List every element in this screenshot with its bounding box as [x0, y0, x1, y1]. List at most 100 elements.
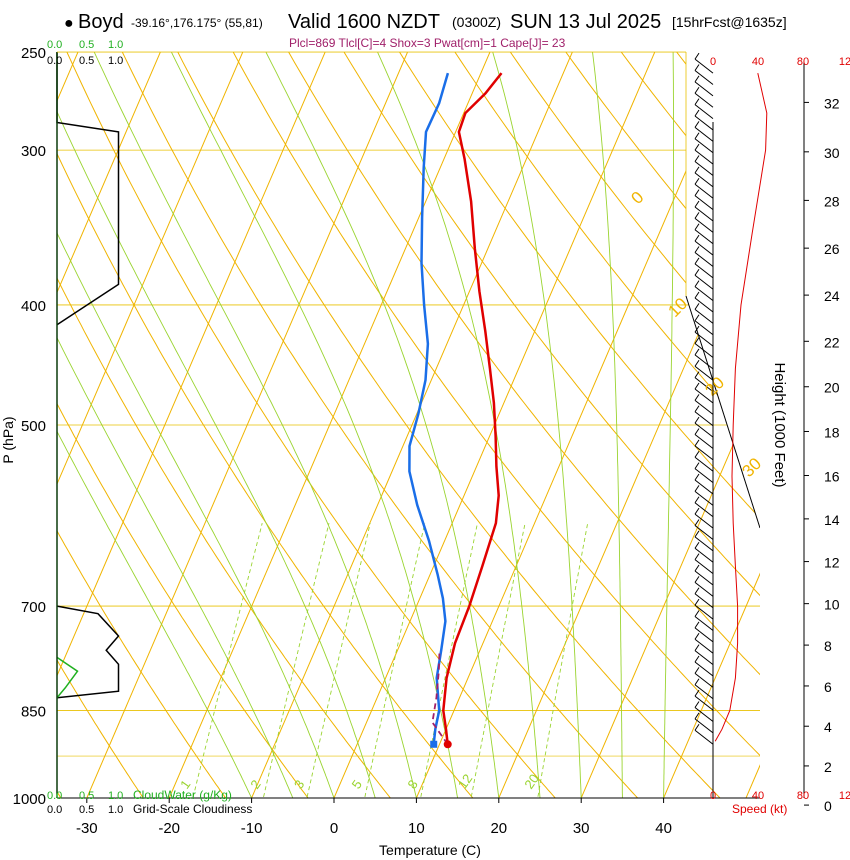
wind-barb-37 — [694, 303, 714, 324]
speed-tick-120-top: 12 — [839, 56, 850, 68]
wind-barb-16 — [694, 541, 714, 563]
surface-dewpoint-marker — [430, 740, 438, 748]
cloud-water-profile — [56, 656, 79, 699]
isotherm--50 — [57, 52, 244, 486]
height-tick-label-4: 4 — [824, 719, 832, 735]
dry-adiabat-340 — [288, 52, 760, 676]
wind-barb-43 — [694, 234, 714, 256]
moist-adiabat-10 — [93, 52, 417, 798]
pressure-label-300: 300 — [21, 143, 46, 160]
wind-barb-1 — [694, 712, 714, 734]
wind-barb-9 — [694, 621, 714, 643]
wind-barb-0 — [694, 724, 714, 745]
wind-barb-6 — [694, 655, 714, 677]
moist-adiabat-35 — [592, 52, 623, 798]
wind-barb-44 — [694, 223, 714, 245]
wind-barb-21 — [694, 485, 714, 506]
plot-mask — [685, 52, 850, 798]
wind-barb-33 — [694, 348, 714, 370]
mask-right — [760, 52, 850, 798]
speed-axis-title: Speed (kt) — [732, 802, 787, 816]
wind-barb-25 — [694, 439, 714, 461]
height-tick-label-2: 2 — [824, 759, 832, 775]
wind-barb-31 — [694, 371, 714, 393]
dry-adiabat-370 — [454, 52, 760, 444]
height-tick-label-26: 26 — [824, 241, 840, 257]
valid-time: Valid 1600 NZDT — [288, 11, 440, 33]
parcel-parameters: Plcl=869 Tlcl[C]=4 Shox=3 Pwat[cm]=1 Cap… — [289, 36, 566, 50]
height-tick-label-32: 32 — [824, 95, 840, 111]
height-tick-label-14: 14 — [824, 512, 840, 528]
wind-speed-profile — [714, 72, 768, 742]
wind-barb-4 — [694, 678, 714, 700]
height-tick-label-22: 22 — [824, 334, 840, 350]
y-axis-title: P (hPa) — [0, 416, 16, 463]
moist-adiabat-30 — [492, 52, 582, 798]
mixing-ratio-label-8: 8 — [404, 777, 420, 792]
height-tick-label-10: 10 — [824, 597, 840, 613]
x-tick-label--10: -10 — [241, 820, 263, 837]
wind-barb-18 — [694, 519, 714, 540]
cloud-cover-upper — [56, 52, 120, 326]
wind-barb-59 — [694, 52, 714, 74]
moist-adiabat-0 — [57, 232, 335, 798]
wind-barb-30 — [694, 382, 714, 404]
wind-barb-57 — [694, 75, 714, 97]
cloud-cover-scale-0: 0.0 — [47, 55, 62, 67]
pressure-label-250: 250 — [21, 45, 46, 62]
x-axis-title: Temperature (C) — [379, 842, 481, 858]
dry-adiabat-270 — [57, 402, 309, 798]
wind-barb-39 — [694, 280, 714, 302]
speed-tick-40-bottom: 40 — [752, 790, 764, 802]
moist-adiabat--10 — [57, 430, 253, 798]
x-tick-label-40: 40 — [655, 820, 672, 837]
wind-barb-46 — [694, 200, 714, 222]
moist-adiabat-20 — [265, 52, 500, 798]
wind-barb-15 — [694, 553, 714, 575]
isotherm-40 — [663, 572, 760, 798]
sounding-traces — [408, 72, 503, 749]
station-coords: -39.16°,176.175° (55,81) — [131, 16, 263, 30]
dry-adiabat-280 — [57, 276, 392, 798]
isotherm--10 — [251, 52, 573, 798]
speed-profile-line — [714, 72, 768, 742]
wind-barb-40 — [694, 268, 714, 290]
isotherm--60 — [57, 52, 161, 294]
cloud-water-scale-0: 0.0 — [47, 39, 62, 51]
height-tick-label-18: 18 — [824, 424, 840, 440]
wind-barb-42 — [694, 246, 714, 267]
x-tick-label--20: -20 — [158, 820, 180, 837]
pressure-label-700: 700 — [21, 599, 46, 616]
mask-corner — [686, 52, 760, 528]
wind-barb-54 — [694, 109, 714, 131]
height-tick-label-0: 0 — [824, 798, 832, 814]
dry-adiabat-300 — [66, 52, 556, 798]
cloud-cover-lower — [56, 605, 120, 699]
cloud-water-scale-1-bottom: 1.0 — [108, 790, 123, 802]
valid-date: SUN 13 Jul 2025 — [510, 11, 661, 33]
moist-adiabat-40 — [663, 52, 674, 798]
speed-tick-80-bottom: 80 — [797, 790, 809, 802]
height-tick-label-24: 24 — [824, 288, 840, 304]
wind-barb-11 — [694, 598, 714, 620]
wind-barb-35 — [694, 325, 714, 347]
wind-barb-50 — [694, 155, 714, 176]
wind-barb-7 — [694, 644, 714, 666]
dry-adiabat-330 — [232, 52, 760, 757]
wind-barb-32 — [694, 359, 714, 381]
x-tick-label-30: 30 — [573, 820, 590, 837]
wind-barb-45 — [694, 212, 714, 233]
x-tick-label-20: 20 — [490, 820, 507, 837]
dewpoint-trace — [408, 72, 450, 745]
cloud-water-scale-05: 0.5 — [79, 39, 94, 51]
wind-barb-48 — [694, 177, 714, 199]
wind-barb-10 — [694, 610, 714, 631]
isotherm--30 — [86, 52, 409, 798]
mixing-ratio-label-20: 20 — [521, 771, 542, 791]
wind-barb-29 — [694, 394, 714, 415]
x-tick-label-0: 0 — [330, 820, 338, 837]
mixing-ratio-2 — [262, 522, 330, 798]
wind-barb-55 — [694, 98, 714, 120]
cloud-cover-scale-05: 0.5 — [79, 55, 94, 67]
